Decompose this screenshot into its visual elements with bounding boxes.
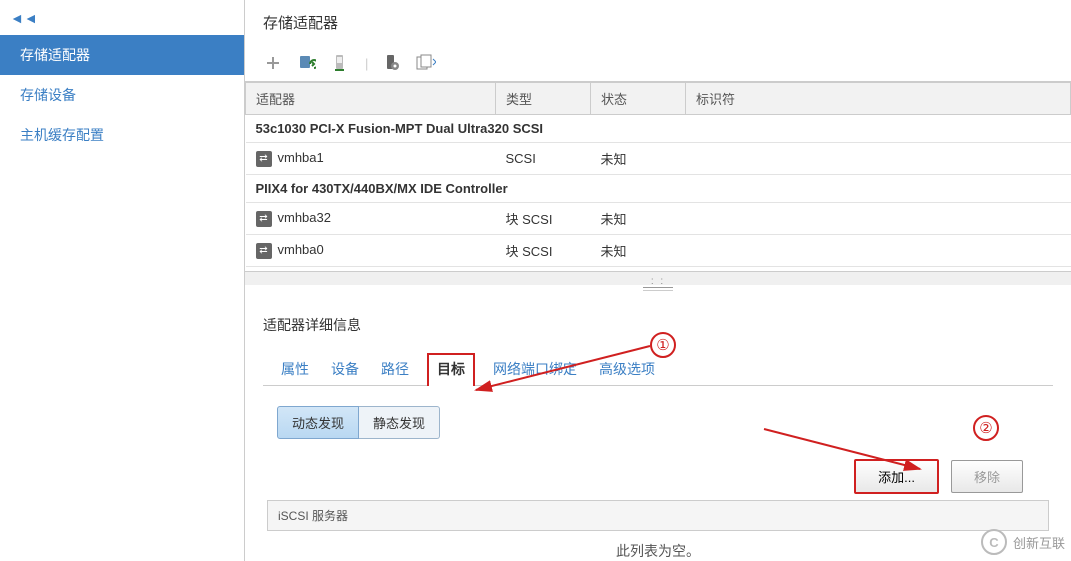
adapter-name: vmhba0 [278, 242, 324, 257]
watermark-logo-icon: C [981, 529, 1007, 555]
table-row[interactable]: ⇄ vmhba0 块 SCSI 未知 [246, 235, 1071, 267]
adapter-settings-icon[interactable] [382, 53, 402, 73]
page-title: 存储适配器 [245, 0, 1071, 45]
section-header: PIIX4 for 430TX/440BX/MX IDE Controller [246, 175, 1071, 203]
empty-list-text: 此列表为空。 [263, 541, 1053, 561]
adapter-toolbar: | [245, 45, 1071, 82]
adapter-type: 块 SCSI [496, 203, 591, 235]
add-icon[interactable] [263, 53, 283, 73]
adapter-details: 适配器详细信息 属性 设备 路径 目标 网络端口绑定 高级选项 动态发现 静态发… [245, 293, 1071, 561]
adapter-name: vmhba32 [278, 210, 331, 225]
adapter-id [686, 203, 1071, 235]
sidebar-item-storage-adapters[interactable]: 存储适配器 [0, 35, 244, 75]
tab-targets[interactable]: 目标 [427, 353, 475, 386]
adapter-status: 未知 [591, 235, 686, 267]
remove-button: 移除 [951, 460, 1023, 493]
refresh-adapter-icon[interactable] [297, 53, 317, 73]
adapter-id [686, 235, 1071, 267]
adapter-type: 块 SCSI [496, 235, 591, 267]
details-title: 适配器详细信息 [263, 315, 1053, 335]
copy-icon[interactable] [416, 53, 436, 73]
details-tabs: 属性 设备 路径 目标 网络端口绑定 高级选项 [263, 353, 1053, 386]
sidebar-item-storage-devices[interactable]: 存储设备 [0, 75, 244, 115]
subtab-static-discovery[interactable]: 静态发现 [359, 406, 440, 439]
table-row[interactable]: ⇄ vmhba32 块 SCSI 未知 [246, 203, 1071, 235]
discovery-subtabs: 动态发现 静态发现 [277, 406, 1053, 439]
adapter-icon: ⇄ [256, 211, 272, 227]
iscsi-server-column-header[interactable]: iSCSI 服务器 [267, 500, 1049, 531]
collapse-sidebar-button[interactable]: ◄◄ [0, 0, 244, 35]
col-status[interactable]: 状态 [591, 83, 686, 115]
add-button[interactable]: 添加... [854, 459, 939, 494]
watermark-text: 创新互联 [1013, 533, 1065, 552]
adapter-name: vmhba1 [278, 150, 324, 165]
section-header: 53c1030 PCI-X Fusion-MPT Dual Ultra320 S… [246, 115, 1071, 143]
adapter-table: 适配器 类型 状态 标识符 53c1030 PCI-X Fusion-MPT D… [245, 82, 1071, 271]
tab-advanced[interactable]: 高级选项 [595, 353, 659, 385]
tab-paths[interactable]: 路径 [377, 353, 413, 385]
tab-devices[interactable]: 设备 [327, 353, 363, 385]
col-adapter[interactable]: 适配器 [246, 83, 496, 115]
watermark: C 创新互联 [981, 529, 1065, 555]
adapter-status: 未知 [591, 143, 686, 175]
rescan-host-icon[interactable] [331, 53, 351, 73]
adapter-icon: ⇄ [256, 243, 272, 259]
tab-properties[interactable]: 属性 [277, 353, 313, 385]
adapter-id [686, 143, 1071, 175]
col-identifier[interactable]: 标识符 [686, 83, 1071, 115]
main-panel: 存储适配器 | 适配器 类型 状态 标识符 53c103 [245, 0, 1071, 561]
horizontal-scrollbar[interactable]: : : [245, 271, 1071, 285]
sidebar-item-host-cache[interactable]: 主机缓存配置 [0, 115, 244, 155]
adapter-table-wrapper: 适配器 类型 状态 标识符 53c1030 PCI-X Fusion-MPT D… [245, 82, 1071, 271]
subtab-dynamic-discovery[interactable]: 动态发现 [277, 406, 359, 439]
table-row[interactable]: ⇄ vmhba1 SCSI 未知 [246, 143, 1071, 175]
sidebar: ◄◄ 存储适配器 存储设备 主机缓存配置 [0, 0, 245, 561]
adapter-icon: ⇄ [256, 151, 272, 167]
adapter-type: SCSI [496, 143, 591, 175]
col-type[interactable]: 类型 [496, 83, 591, 115]
tab-network-binding[interactable]: 网络端口绑定 [489, 353, 581, 385]
adapter-status: 未知 [591, 203, 686, 235]
